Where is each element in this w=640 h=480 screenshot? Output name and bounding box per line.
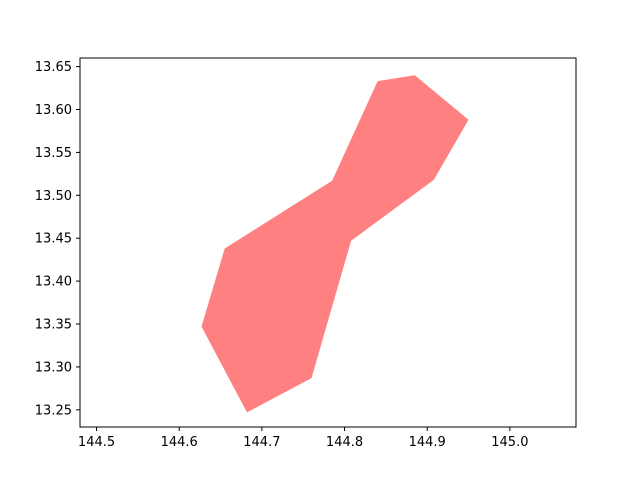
- x-tick-label: 144.5: [78, 435, 115, 450]
- y-axis: 13.25 13.30 13.35 13.40 13.45 13.50 13.55 13.60…: [35, 60, 80, 418]
- x-axis: 144.5 144.6 144.7 144.8 144.9 145.0: [78, 427, 528, 450]
- y-tick-label: 13.25: [35, 403, 72, 418]
- y-tick-label: 13.55: [35, 146, 72, 161]
- filled-region-0: [201, 75, 469, 413]
- y-tick-label: 13.60: [35, 103, 72, 118]
- x-tick-label: 144.6: [161, 435, 198, 450]
- y-tick-label: 13.40: [35, 275, 72, 290]
- y-tick-label: 13.30: [35, 360, 72, 375]
- y-tick-label: 13.50: [35, 189, 72, 204]
- x-tick-label: 144.7: [243, 435, 280, 450]
- y-tick-label: 13.45: [35, 232, 72, 247]
- y-tick-label: 13.65: [35, 60, 72, 75]
- x-tick-label: 145.0: [491, 435, 528, 450]
- plot-area: [201, 75, 469, 413]
- y-tick-label: 13.35: [35, 318, 72, 333]
- x-tick-label: 144.9: [409, 435, 446, 450]
- axes-frame: [79, 57, 577, 428]
- x-tick-label: 144.8: [326, 435, 363, 450]
